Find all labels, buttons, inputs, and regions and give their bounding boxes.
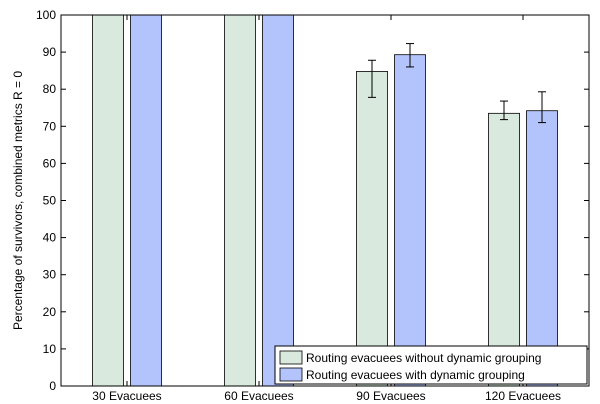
- legend-swatch-1: [279, 367, 303, 382]
- y-tick-label-70: 70: [43, 119, 57, 133]
- y-tick-label-20: 20: [43, 305, 57, 319]
- bar-with-grouping-0: [130, 14, 162, 387]
- y-tick-label-30: 30: [43, 268, 57, 282]
- y-axis-label: Percentage of survivors, combined metric…: [11, 71, 25, 330]
- bar-without-grouping-3: [488, 112, 520, 387]
- x-tick-label-2: 90 Evacuees: [356, 389, 425, 403]
- legend-swatch-0: [279, 350, 303, 365]
- y-tick-label-80: 80: [43, 82, 57, 96]
- bar-with-grouping-3: [526, 110, 558, 387]
- y-tick-label-100: 100: [36, 8, 56, 22]
- y-tick-label-50: 50: [43, 194, 57, 208]
- legend-label-1: Routing evacuees with dynamic grouping: [306, 368, 525, 382]
- bar-without-grouping-1: [224, 14, 256, 387]
- legend-box: [274, 345, 588, 385]
- y-tick-label-40: 40: [43, 231, 57, 245]
- x-tick-label-0: 30 Evacuees: [92, 389, 161, 403]
- y-tick-label-0: 0: [49, 379, 56, 393]
- x-tick-label-3: 120 Evacuees: [485, 389, 561, 403]
- y-tick-label-60: 60: [43, 156, 57, 170]
- y-tick-label-90: 90: [43, 45, 57, 59]
- x-tick-label-1: 60 Evacuees: [224, 389, 293, 403]
- bar-with-grouping-1: [262, 14, 294, 387]
- y-tick-label-10: 10: [43, 342, 57, 356]
- bar-without-grouping-0: [92, 14, 124, 387]
- bar-without-grouping-2: [356, 70, 388, 387]
- legend-label-0: Routing evacuees without dynamic groupin…: [306, 351, 541, 365]
- bar-with-grouping-2: [394, 54, 426, 387]
